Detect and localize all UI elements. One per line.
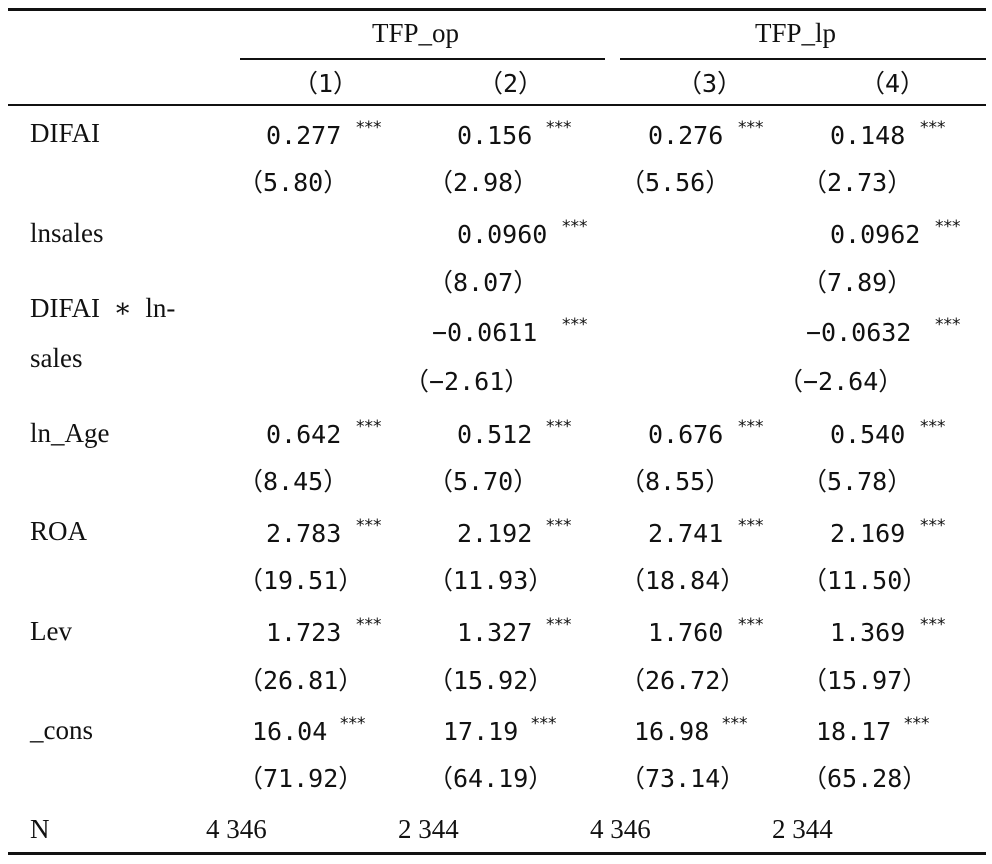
- coef-lev-4: 1.369: [830, 618, 906, 647]
- sig-roa-1: ***: [356, 516, 382, 536]
- coef-roa-4: 2.169: [830, 519, 906, 548]
- row-label-n: N: [30, 814, 50, 844]
- tstat-ln-age-3: （8.55）: [620, 467, 731, 496]
- coef-lev-3: 1.760: [648, 618, 724, 647]
- coef-roa-2: 2.192: [457, 519, 533, 548]
- sig-cons-3: ***: [722, 714, 748, 734]
- tstat-roa-3: （18.84）: [620, 566, 746, 595]
- row-label-difai: DIFAI: [30, 118, 100, 148]
- sig-cons-1: ***: [340, 714, 366, 734]
- sig-lnsales-4: ***: [935, 217, 961, 237]
- sig-difai-3: ***: [738, 118, 764, 138]
- tstat-cons-1: （71.92）: [238, 764, 364, 793]
- coef-ln-age-4: 0.540: [830, 420, 906, 449]
- coef-lnsales-2: 0.0960: [457, 220, 548, 249]
- row-label-interaction-line1: DIFAI ∗ ln-: [30, 293, 176, 323]
- column-header-2: （2）: [478, 69, 544, 98]
- coef-lev-1: 1.723: [266, 618, 342, 647]
- row-label-ln-age: ln_Age: [30, 418, 110, 448]
- tstat-lev-2: （15.92）: [428, 666, 554, 695]
- sig-roa-3: ***: [738, 516, 764, 536]
- obs-n-2: 2 344: [398, 814, 459, 844]
- sig-roa-2: ***: [546, 516, 572, 536]
- tstat-lev-1: （26.81）: [238, 666, 364, 695]
- tstat-cons-2: （64.19）: [428, 764, 554, 793]
- sig-cons-4: ***: [904, 714, 930, 734]
- coef-cons-2: 17.19: [443, 717, 519, 746]
- sig-difai-1: ***: [356, 118, 382, 138]
- sig-interaction-4: ***: [935, 315, 961, 335]
- tstat-lnsales-2: （8.07）: [428, 268, 539, 297]
- tstat-roa-4: （11.50）: [802, 566, 928, 595]
- obs-n-1: 4 346: [206, 814, 267, 844]
- coef-difai-3: 0.276: [648, 121, 724, 150]
- tstat-difai-3: （5.56）: [620, 168, 731, 197]
- tstat-difai-2: （2.98）: [428, 168, 539, 197]
- group-rule-tfp-op: [240, 58, 605, 60]
- coef-ln-age-2: 0.512: [457, 420, 533, 449]
- sig-ln-age-3: ***: [738, 417, 764, 437]
- obs-n-4: 2 344: [772, 814, 833, 844]
- group-header-tfp-op: TFP_op: [372, 18, 460, 48]
- top-rule: [8, 8, 986, 11]
- tstat-lev-4: （15.97）: [802, 666, 928, 695]
- sig-cons-2: ***: [531, 714, 557, 734]
- coef-cons-4: 18.17: [816, 717, 892, 746]
- column-header-3: （3）: [677, 69, 743, 98]
- coef-ln-age-3: 0.676: [648, 420, 724, 449]
- sig-lev-2: ***: [546, 615, 572, 635]
- coef-roa-1: 2.783: [266, 519, 342, 548]
- obs-n-3: 4 346: [590, 814, 651, 844]
- tstat-cons-3: （73.14）: [620, 764, 746, 793]
- column-header-1: （1）: [293, 69, 359, 98]
- row-label-lev: Lev: [30, 616, 72, 646]
- tstat-difai-4: （2.73）: [802, 168, 913, 197]
- coef-cons-3: 16.98: [634, 717, 710, 746]
- sig-roa-4: ***: [920, 516, 946, 536]
- sig-ln-age-1: ***: [356, 417, 382, 437]
- coef-ln-age-1: 0.642: [266, 420, 342, 449]
- coef-difai-4: 0.148: [830, 121, 906, 150]
- sig-lev-4: ***: [920, 615, 946, 635]
- group-rule-tfp-lp: [620, 58, 986, 60]
- tstat-ln-age-4: （5.78）: [802, 467, 913, 496]
- tstat-roa-1: （19.51）: [238, 566, 364, 595]
- tstat-cons-4: （65.28）: [802, 764, 928, 793]
- sig-difai-4: ***: [920, 118, 946, 138]
- coef-cons-1: 16.04: [252, 717, 328, 746]
- coef-difai-1: 0.277: [266, 121, 342, 150]
- coef-lev-2: 1.327: [457, 618, 533, 647]
- row-label-lnsales: lnsales: [30, 218, 104, 248]
- tstat-interaction-2: （−2.61）: [404, 367, 530, 396]
- header-rule: [8, 104, 986, 106]
- coef-lnsales-4: 0.0962: [830, 220, 921, 249]
- tstat-roa-2: （11.93）: [428, 566, 554, 595]
- tstat-difai-1: （5.80）: [238, 168, 349, 197]
- row-label-roa: ROA: [30, 516, 88, 546]
- tstat-lev-3: （26.72）: [620, 666, 746, 695]
- coef-interaction-2: −0.0611: [432, 318, 538, 347]
- column-header-4: （4）: [860, 69, 926, 98]
- coef-difai-2: 0.156: [457, 121, 533, 150]
- group-header-tfp-lp: TFP_lp: [755, 18, 837, 48]
- row-label-interaction-line2: sales: [30, 343, 83, 373]
- coef-interaction-4: −0.0632: [806, 318, 912, 347]
- sig-ln-age-2: ***: [546, 417, 572, 437]
- tstat-interaction-4: （−2.64）: [778, 367, 904, 396]
- tstat-ln-age-1: （8.45）: [238, 467, 349, 496]
- coef-roa-3: 2.741: [648, 519, 724, 548]
- sig-lnsales-2: ***: [562, 217, 588, 237]
- sig-interaction-2: ***: [562, 315, 588, 335]
- tstat-lnsales-4: （7.89）: [802, 268, 913, 297]
- tstat-ln-age-2: （5.70）: [428, 467, 539, 496]
- sig-lev-3: ***: [738, 615, 764, 635]
- bottom-rule: [8, 852, 986, 855]
- sig-difai-2: ***: [546, 118, 572, 138]
- sig-ln-age-4: ***: [920, 417, 946, 437]
- sig-lev-1: ***: [356, 615, 382, 635]
- row-label-cons: _cons: [30, 715, 93, 745]
